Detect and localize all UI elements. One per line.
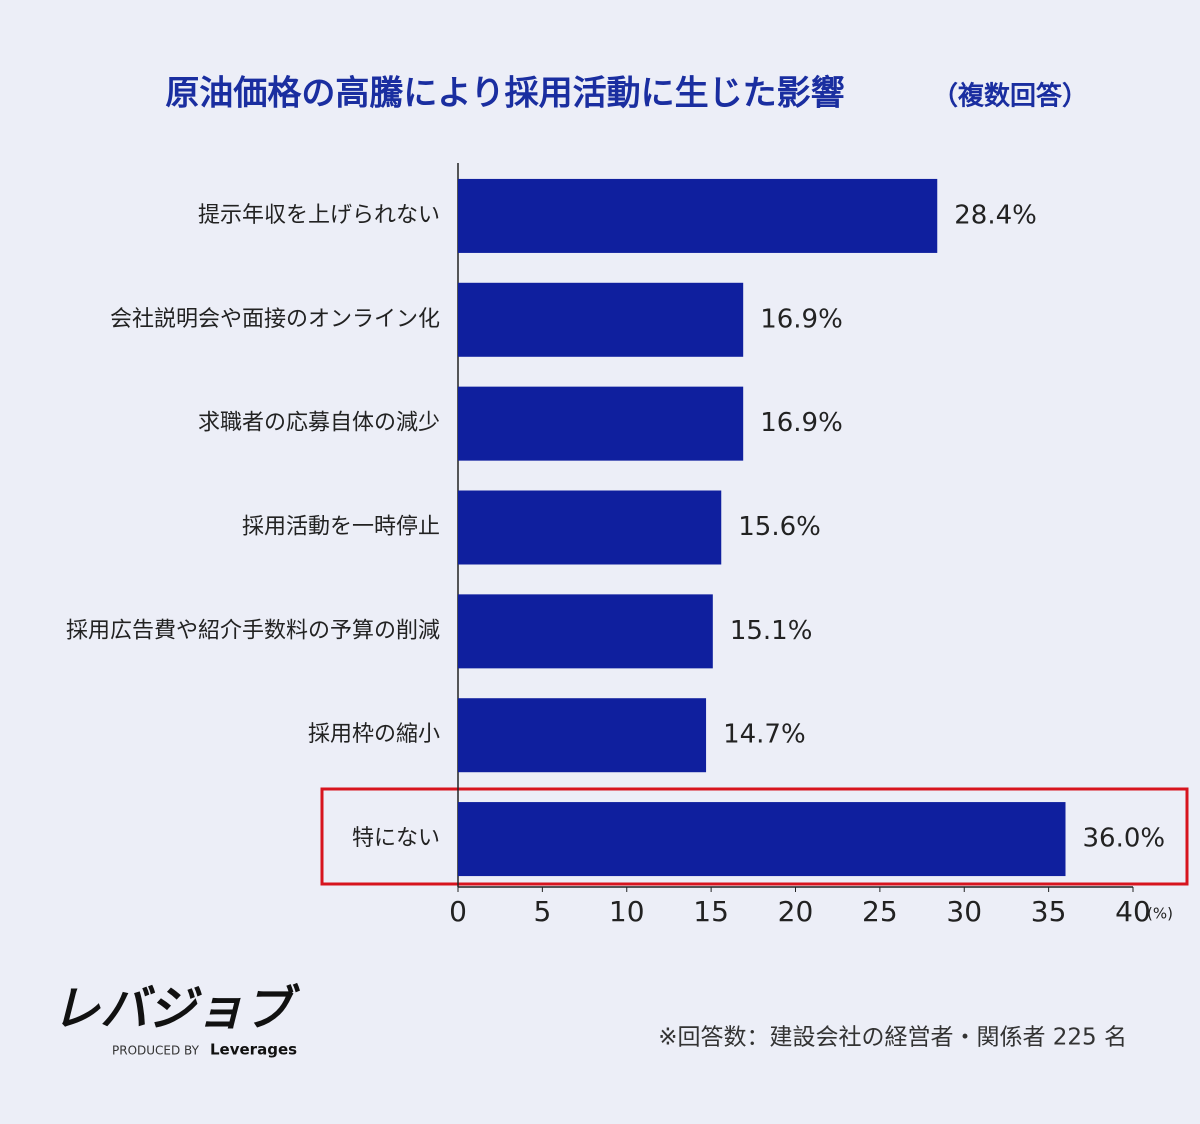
value-label: 36.0% bbox=[1083, 824, 1166, 854]
x-tick-label: 30 bbox=[946, 895, 982, 928]
bar bbox=[458, 386, 744, 461]
bar bbox=[458, 802, 1066, 877]
value-label: 15.6% bbox=[738, 512, 821, 542]
bar bbox=[458, 698, 707, 773]
x-tick-label: 40 bbox=[1115, 895, 1151, 928]
chart-subtitle: （複数回答） bbox=[932, 81, 1088, 112]
footnote: ※回答数：建設会社の経営者・関係者 225 名 bbox=[658, 1025, 1127, 1051]
value-label: 15.1% bbox=[730, 616, 813, 646]
bar bbox=[458, 594, 713, 669]
bar bbox=[458, 490, 722, 565]
x-tick-label: 15 bbox=[693, 895, 729, 928]
x-tick-label: 25 bbox=[862, 895, 898, 928]
value-label: 16.9% bbox=[760, 408, 843, 438]
y-tick-label: 会社説明会や面接のオンライン化 bbox=[110, 307, 440, 332]
y-tick-label: 採用活動を一時停止 bbox=[242, 515, 440, 540]
bar bbox=[458, 282, 744, 357]
x-tick-label: 5 bbox=[533, 895, 551, 928]
bar bbox=[458, 178, 938, 253]
y-tick-label: 採用広告費や紹介手数料の予算の削減 bbox=[66, 618, 440, 643]
y-tick-label: 求職者の応募自体の減少 bbox=[198, 411, 440, 436]
x-tick-label: 20 bbox=[778, 895, 814, 928]
value-label: 16.9% bbox=[760, 304, 843, 334]
logo-name: レバジョブ bbox=[52, 981, 300, 1037]
y-tick-label: 特にない bbox=[352, 826, 440, 851]
logo-brand: Leverages bbox=[210, 1041, 297, 1059]
value-label: 14.7% bbox=[723, 720, 806, 750]
chart-title: 原油価格の高騰により採用活動に生じた影響 bbox=[165, 74, 844, 114]
highlight-box bbox=[320, 787, 1189, 886]
value-label: 28.4% bbox=[954, 200, 1037, 230]
y-tick-label: 採用枠の縮小 bbox=[308, 722, 440, 747]
y-tick-label: 提示年収を上げられない bbox=[198, 203, 440, 228]
x-unit: (%) bbox=[1147, 905, 1173, 923]
x-tick-label: 10 bbox=[609, 895, 645, 928]
x-tick-label: 0 bbox=[449, 895, 467, 928]
x-tick-label: 35 bbox=[1031, 895, 1067, 928]
logo-produced-by: PRODUCED BY bbox=[112, 1044, 200, 1058]
